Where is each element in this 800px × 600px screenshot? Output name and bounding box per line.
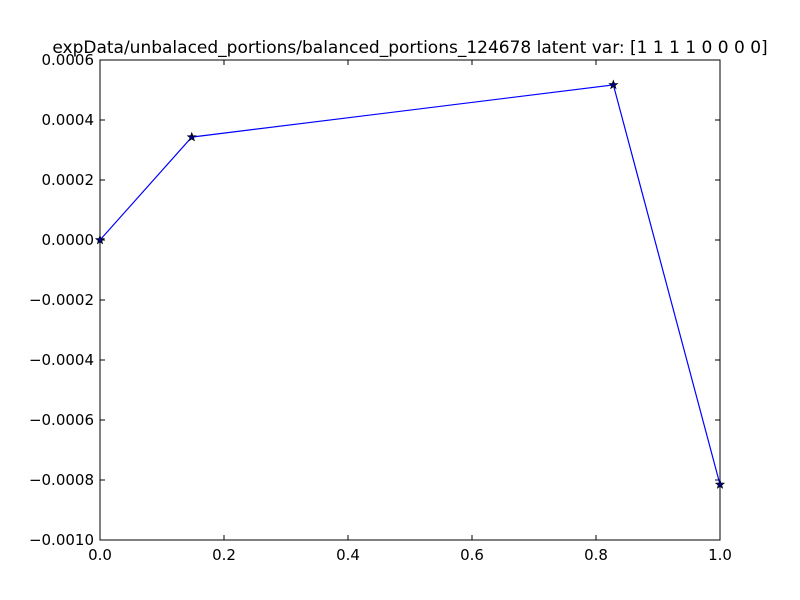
x-tick-label: 0.8 <box>584 546 608 564</box>
plot-area-frame <box>99 59 721 541</box>
y-tick-label: −0.0004 <box>29 351 94 369</box>
series-layer <box>94 79 726 489</box>
x-tick-label: 0.4 <box>336 546 360 564</box>
y-tick-label: −0.0008 <box>29 471 94 489</box>
y-axis-ticks: −0.0010 −0.0008 −0.0006 −0.0004 −0.0002 0.000… <box>29 51 720 549</box>
series-line <box>99 84 721 485</box>
y-tick-label: −0.0006 <box>29 411 94 429</box>
y-tick-label: 0.0002 <box>42 171 95 189</box>
y-tick-label: −0.0010 <box>29 531 94 549</box>
x-tick-label: 0.6 <box>460 546 484 564</box>
data-point-marker <box>186 131 197 142</box>
data-point-marker <box>714 479 726 489</box>
x-axis-ticks: 0.0 0.2 0.4 0.6 0.8 1.0 <box>88 60 732 564</box>
x-tick-label: 0.0 <box>88 546 112 564</box>
y-tick-label: −0.0002 <box>29 291 94 309</box>
x-tick-label: 0.2 <box>212 546 236 564</box>
data-point-marker <box>608 79 619 90</box>
data-point-marker <box>94 234 106 245</box>
x-tick-label: 1.0 <box>708 546 732 564</box>
chart-title: expData/unbalaced_portions/balanced_port… <box>52 38 767 58</box>
y-tick-label: 0.0004 <box>42 111 95 129</box>
y-tick-label: 0.0006 <box>42 51 95 69</box>
y-tick-label: 0.0000 <box>42 231 95 249</box>
